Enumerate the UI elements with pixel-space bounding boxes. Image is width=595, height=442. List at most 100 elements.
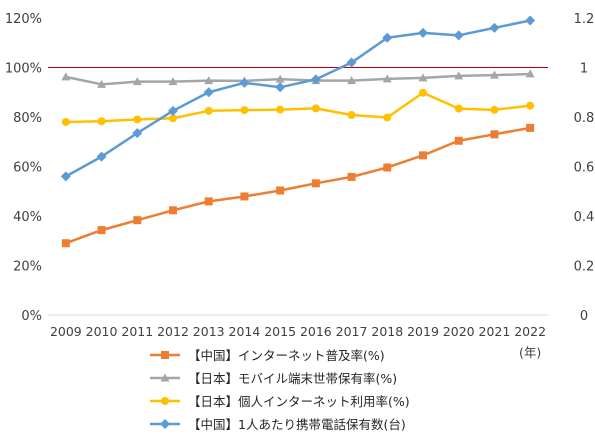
data-point: [203, 87, 214, 98]
x-axis-tick-label: 2021: [479, 324, 511, 339]
series-3: [61, 88, 535, 126]
x-axis-tick-label: 2020: [443, 324, 475, 339]
legend-item: 【日本】個人インターネット利用率(%): [150, 394, 410, 409]
x-axis-tick-label: 2014: [229, 324, 261, 339]
data-point: [169, 114, 177, 123]
data-point: [489, 22, 500, 33]
data-point: [61, 239, 70, 248]
left-axis-tick-label: 120%: [5, 12, 42, 27]
data-point: [526, 101, 535, 110]
data-point: [204, 106, 213, 115]
series-line: [65, 19, 531, 178]
data-point: [275, 82, 286, 93]
data-point: [347, 76, 357, 85]
data-point: [276, 105, 285, 114]
right-axis-tick-label: 0.2: [574, 260, 595, 275]
x-axis-tick-label: 2010: [86, 324, 118, 339]
data-point: [96, 151, 107, 162]
data-point: [240, 192, 249, 201]
data-point: [525, 15, 536, 26]
right-axis-tick-label: 0: [580, 309, 588, 324]
data-point: [204, 76, 214, 85]
axes-group: 0% 20% 40% 60% 80% 100% 120% 0 0.2 0.4 0.6 0.8 1 1.2 2…: [5, 12, 595, 360]
left-axis-tick-label: 20%: [13, 260, 42, 275]
data-point: [133, 216, 142, 225]
series-line: [65, 126, 531, 245]
series-line: [65, 72, 531, 86]
left-axis-tick-label: 60%: [13, 161, 42, 176]
data-point: [454, 104, 463, 113]
legend: 【中国】インターネット普及率(%) 【日本】モバイル端末世帯保有率(%) 【日本】個…: [150, 348, 410, 432]
data-point: [276, 186, 285, 195]
data-point: [239, 77, 250, 88]
right-axis-tick-label: 0.6: [574, 161, 595, 176]
x-axis-tick-label: 2012: [157, 324, 189, 339]
x-axis-tick-label: 2018: [371, 324, 403, 339]
data-point: [240, 106, 249, 115]
data-point: [169, 206, 177, 215]
right-axis-tick-label: 1.2: [574, 12, 595, 27]
legend-label: 【日本】個人インターネット利用率(%): [188, 394, 410, 409]
right-axis-tick-label: 1: [580, 62, 588, 77]
data-point: [311, 179, 320, 188]
data-point: [419, 151, 427, 160]
data-point: [310, 74, 321, 85]
data-point: [418, 27, 428, 38]
data-point: [454, 136, 463, 145]
data-point: [526, 123, 535, 132]
series-1: [61, 123, 535, 248]
data-point: [132, 77, 142, 86]
x-axis-tick-label: 2019: [407, 324, 439, 339]
data-point: [204, 197, 213, 206]
legend-label: 【中国】1人あたり携帯電話保有数(台): [188, 417, 406, 432]
left-axis-tick-label: 100%: [5, 62, 42, 77]
legend-marker: [160, 373, 170, 382]
data-point: [168, 105, 178, 116]
data-point: [383, 163, 392, 172]
x-axis-tick-label: 2016: [300, 324, 332, 339]
series-line: [65, 91, 531, 124]
data-point: [347, 172, 356, 181]
legend-label: 【日本】モバイル端末世帯保有率(%): [188, 371, 397, 386]
x-axis-tick-label: 2009: [50, 324, 82, 339]
legend-item: 【中国】1人あたり携帯電話保有数(台): [150, 417, 406, 432]
legend-marker: [160, 419, 170, 429]
data-point: [347, 111, 356, 120]
data-point: [490, 130, 499, 139]
data-point: [275, 74, 285, 83]
legend-marker: [161, 397, 169, 405]
data-point: [61, 72, 71, 81]
data-point: [97, 79, 107, 88]
left-axis-tick-label: 0%: [21, 309, 42, 324]
legend-marker: [161, 351, 169, 359]
data-point: [97, 117, 106, 126]
left-axis-tick-label: 40%: [13, 210, 42, 225]
data-point: [61, 117, 70, 126]
data-point: [490, 105, 499, 114]
data-point: [454, 71, 464, 80]
data-point: [346, 57, 357, 68]
data-point: [489, 70, 499, 79]
right-axis-tick-label: 0.8: [574, 111, 595, 126]
legend-label: 【中国】インターネット普及率(%): [188, 348, 385, 363]
data-point: [382, 74, 392, 83]
data-point: [60, 171, 71, 182]
x-axis-tick-label: 2015: [264, 324, 296, 339]
x-axis-tick-label: 2011: [121, 324, 153, 339]
left-axis-tick-label: 80%: [13, 111, 42, 126]
data-point: [311, 104, 320, 113]
data-point: [382, 32, 393, 43]
series-2: [61, 69, 535, 88]
data-point: [418, 73, 428, 82]
data-point: [525, 69, 535, 78]
series-4: [60, 15, 536, 182]
series-group: [60, 15, 536, 248]
right-axis-tick-label: 0.4: [574, 210, 595, 225]
data-point: [453, 30, 464, 41]
x-axis-tick-label: 2022: [514, 324, 546, 339]
legend-item: 【中国】インターネット普及率(%): [150, 348, 385, 363]
x-axis-tick-label: 2017: [336, 324, 368, 339]
data-point: [168, 77, 178, 86]
